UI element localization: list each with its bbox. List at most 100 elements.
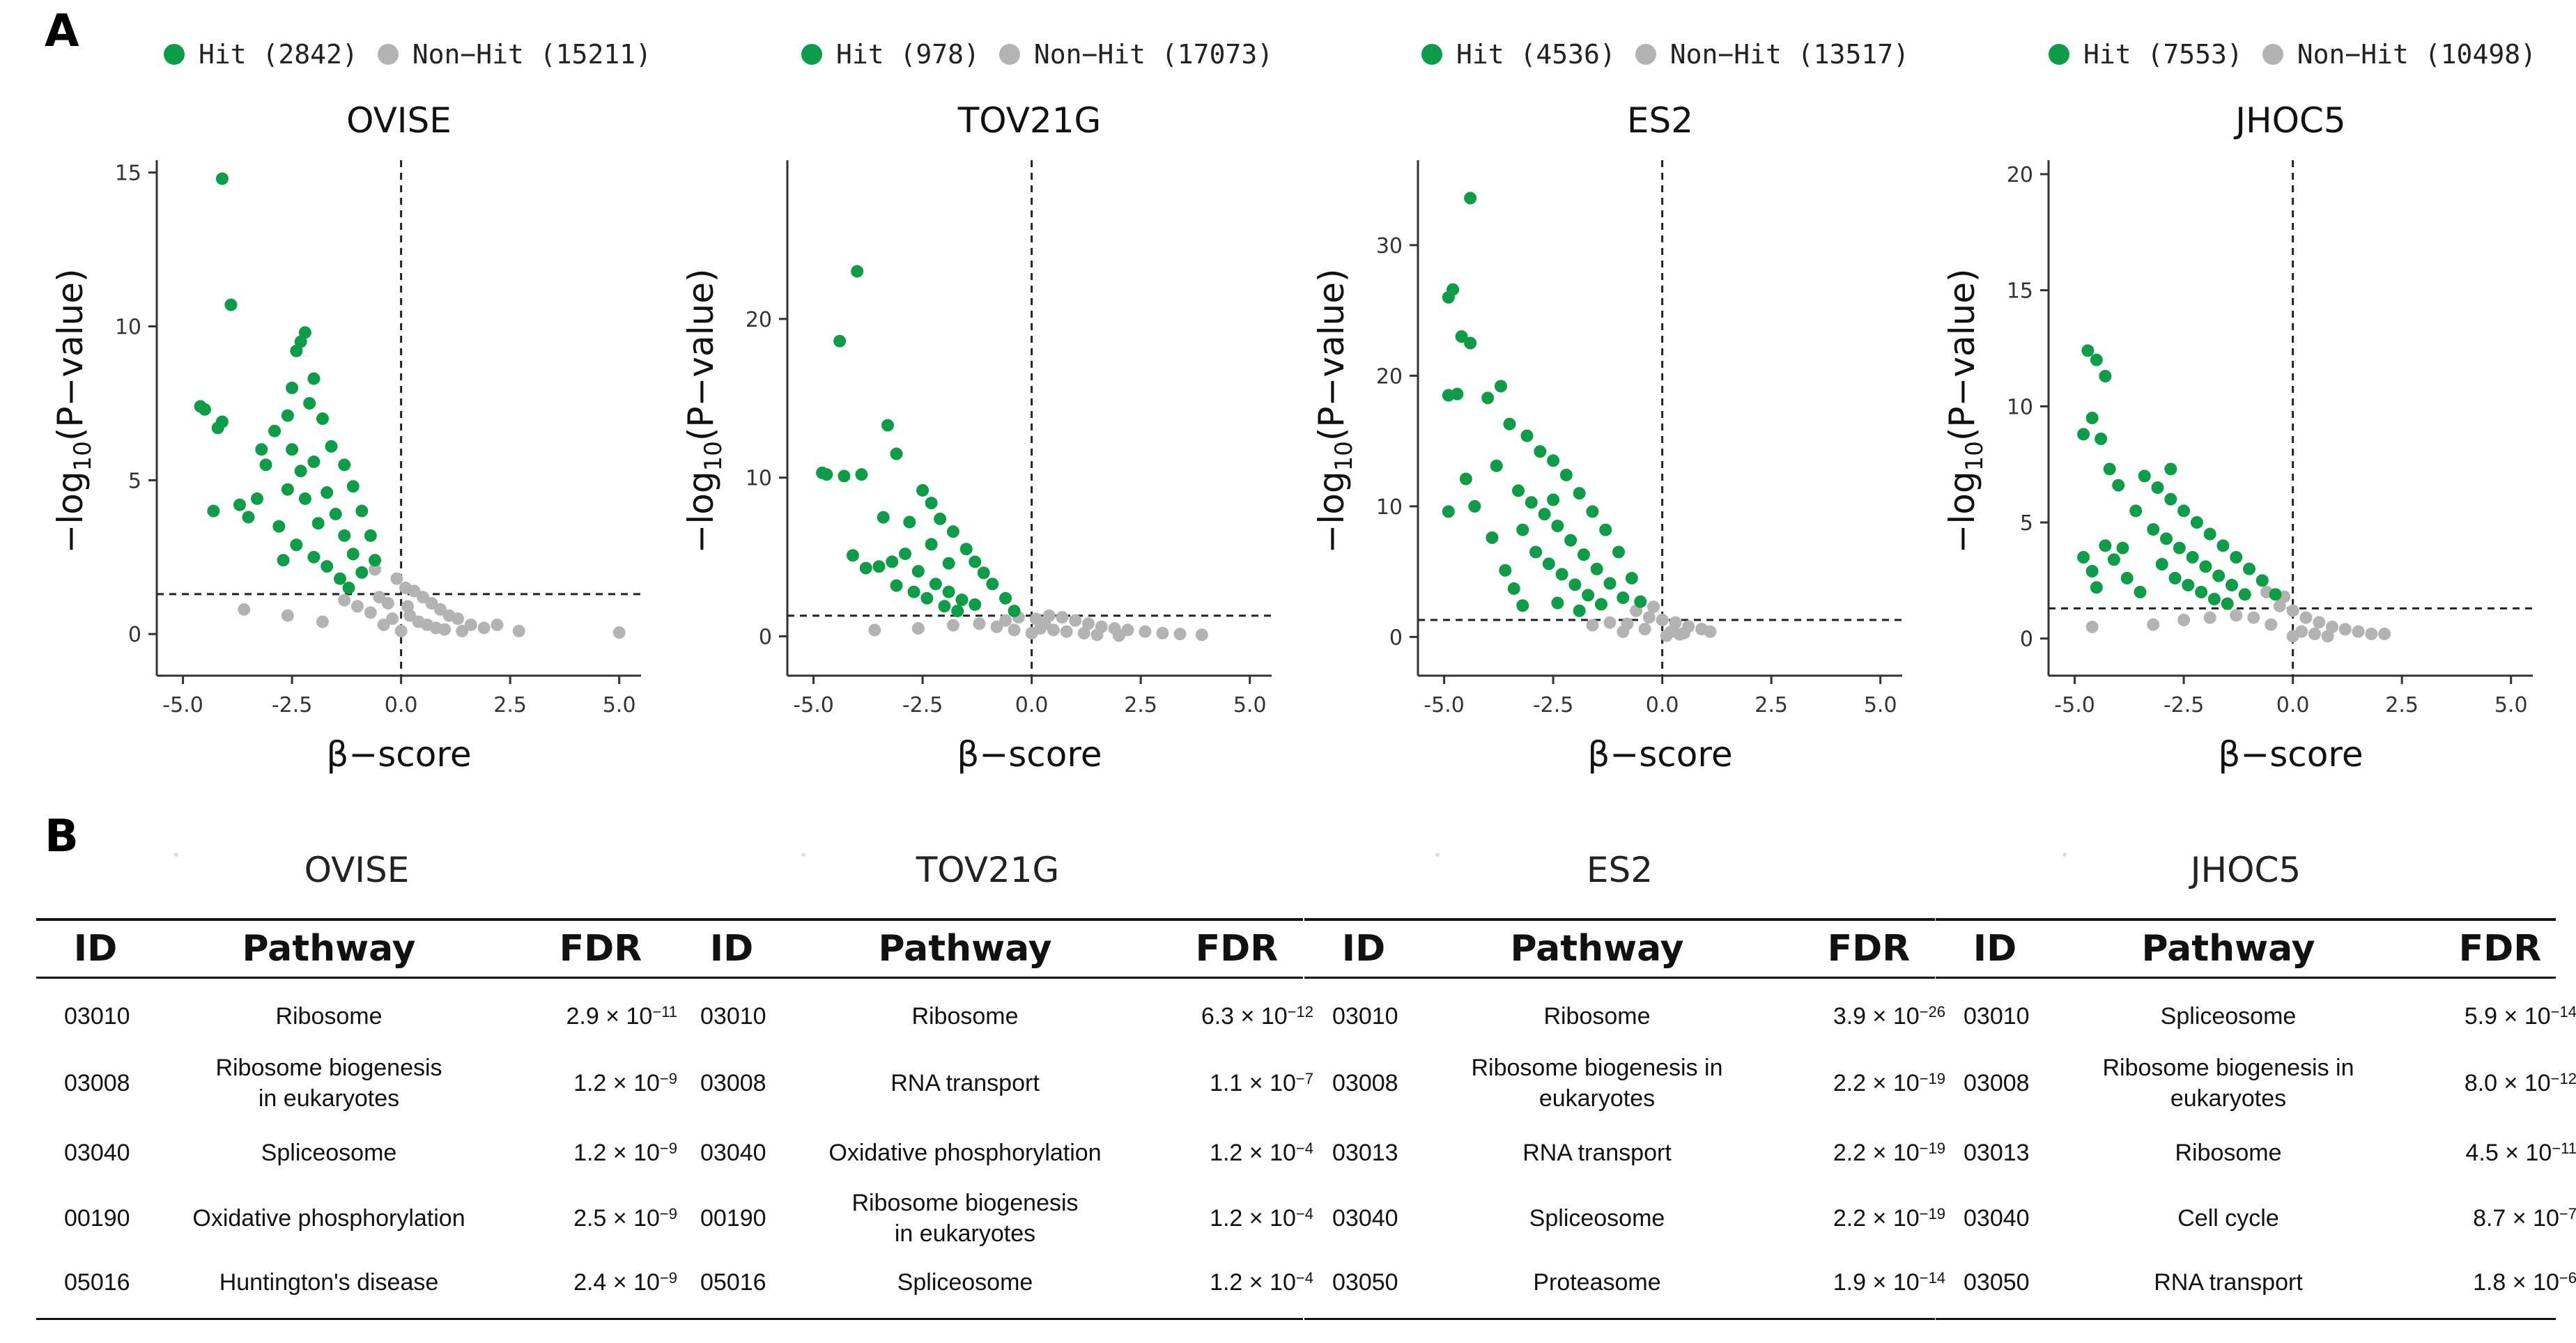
- hit-point: [2112, 479, 2125, 492]
- panel-label-a: A: [45, 6, 79, 57]
- chart-legend: Hit (7553) Non−Hit (10498): [2049, 33, 2556, 75]
- fdr-value: 1.2 × 10 −4: [1153, 1120, 1313, 1186]
- hit-point: [329, 507, 342, 520]
- table-title: JHOC5: [2190, 850, 2301, 890]
- fdr-value: 6.3 × 10 −12: [1153, 984, 1313, 1049]
- x-tick-label: 2.5: [493, 693, 527, 717]
- y-tick-label: 10: [746, 467, 772, 491]
- non-hit-point: [2147, 618, 2160, 631]
- table-row: 03040 Spliceosome 1.2 × 10 −9: [36, 1120, 677, 1186]
- hit-point: [1538, 508, 1551, 521]
- table-rule: [672, 918, 1303, 921]
- non-hit-point: [1156, 626, 1169, 639]
- hit-point: [272, 520, 286, 533]
- non-hit-point: [999, 614, 1012, 627]
- x-tick-label: 5.0: [1864, 693, 1897, 717]
- hit-point: [211, 421, 224, 435]
- hit-point: [2203, 527, 2216, 541]
- pathway-id: 03040: [1964, 1204, 2030, 1232]
- hit-point: [2207, 593, 2221, 605]
- pathway-name: Spliceosome: [141, 1120, 517, 1186]
- legend-label: Hit (2842): [199, 39, 358, 70]
- non-hit-point: [2325, 621, 2338, 633]
- hit-point: [1590, 562, 1603, 575]
- table-row: 00190 Oxidative phosphorylation 2.5 × 10 −9: [36, 1186, 677, 1251]
- pathway-id: 03013: [1332, 1139, 1398, 1166]
- hit-point: [2129, 504, 2143, 518]
- x-tick-label: 5.0: [603, 693, 636, 717]
- hit-point: [2230, 551, 2243, 564]
- hit-point: [2225, 579, 2238, 591]
- pathway-table-tov21g: TOV21G ID Pathway FDR 03010 Ribosome 6.3 × 10−…: [672, 850, 1313, 1323]
- hit-point: [2134, 586, 2147, 598]
- hit-point: [955, 593, 969, 607]
- chart-title: ES2: [1627, 100, 1693, 141]
- fdr-mantissa: 6.3 × 10: [1201, 1002, 1288, 1030]
- non-hit-point: [1139, 625, 1152, 638]
- non-hit-point: [2365, 628, 2378, 640]
- table-row: 00190 Ribosome biogenesis in eukaryotes 1.…: [672, 1186, 1313, 1251]
- table-rule: [36, 918, 677, 921]
- pathway-name-text: Spliceosome: [261, 1139, 397, 1166]
- chart-title: TOV21G: [957, 100, 1102, 141]
- legend-label: Hit (4536): [1456, 39, 1616, 70]
- hit-point: [820, 468, 833, 481]
- column-header-id: ID: [73, 928, 118, 970]
- hit-point: [2077, 551, 2090, 564]
- non-hit-point: [512, 624, 525, 637]
- fdr-exponent: −9: [659, 1140, 677, 1157]
- hit-point: [1494, 380, 1507, 393]
- hit-point: [1529, 545, 1543, 559]
- hit-point: [1464, 192, 1477, 205]
- legend-dot: [2049, 44, 2069, 65]
- hit-point: [215, 172, 229, 185]
- hit-point: [881, 419, 895, 432]
- non-hit-point: [1638, 623, 1651, 636]
- pathway-name-text: Ribosome: [275, 1002, 383, 1030]
- non-hit-point: [338, 593, 351, 607]
- pathway-name-text: Ribosome: [1543, 1002, 1651, 1030]
- pathway-id: 05016: [700, 1268, 766, 1296]
- fdr-exponent: −14: [1919, 1269, 1945, 1287]
- fdr-value: 1.2 × 10 −4: [1153, 1250, 1313, 1315]
- hit-point: [1577, 548, 1590, 561]
- y-tick-label: 0: [128, 623, 141, 647]
- non-hit-point: [351, 600, 364, 613]
- hit-point: [846, 549, 859, 562]
- table-row: 05016 Huntington's disease 2.4 × 10 −9: [36, 1250, 677, 1315]
- table-rule: [1936, 918, 2556, 921]
- chart-legend: Hit (2842) Non−Hit (15211): [164, 33, 671, 75]
- hit-point: [2085, 412, 2099, 424]
- legend-item-hit: Hit (2842): [164, 39, 358, 70]
- hit-point: [1594, 598, 1607, 611]
- hit-point: [999, 591, 1012, 605]
- fdr-value: 1.9 × 10 −14: [1785, 1250, 1945, 1315]
- y-tick-label: 5: [2020, 511, 2033, 536]
- fdr-value: 1.2 × 10 −4: [1153, 1186, 1313, 1251]
- x-tick-label: 0.0: [385, 693, 418, 717]
- fdr-exponent: −19: [1919, 1205, 1945, 1222]
- fdr-exponent: −14: [2550, 1003, 2576, 1020]
- hit-point: [294, 465, 307, 478]
- fdr-value: 1.1 × 10 −7: [1153, 1050, 1313, 1116]
- hit-point: [286, 381, 299, 394]
- x-tick-label: 2.5: [2385, 693, 2419, 717]
- fdr-mantissa: 1.2 × 10: [573, 1069, 660, 1096]
- table-title: ES2: [1586, 850, 1653, 890]
- table-rule: [672, 1318, 1303, 1320]
- hit-point: [2238, 588, 2251, 601]
- non-hit-point: [2378, 628, 2391, 640]
- divider-dot: [174, 853, 178, 857]
- hit-point: [307, 372, 321, 385]
- non-hit-point: [1642, 611, 1656, 624]
- x-tick-label: -2.5: [2164, 693, 2205, 717]
- hit-point: [346, 548, 360, 561]
- hit-point: [1481, 391, 1495, 405]
- volcano-plot-tov21g: TOV21G -5.0 -2.5 0.0 2.5 5.0 0 10 20 β−score −log1…: [681, 100, 1272, 775]
- pathway-table-jhoc5: JHOC5 ID Pathway FDR 03010 Spliceosome 5.9 × 1…: [1936, 850, 2576, 1323]
- fdr-exponent: −9: [659, 1205, 677, 1222]
- y-tick-label: 15: [115, 162, 141, 186]
- table-rule: [36, 1318, 677, 1320]
- non-hit-point: [2338, 623, 2352, 636]
- pathway-id: 03010: [64, 1002, 130, 1030]
